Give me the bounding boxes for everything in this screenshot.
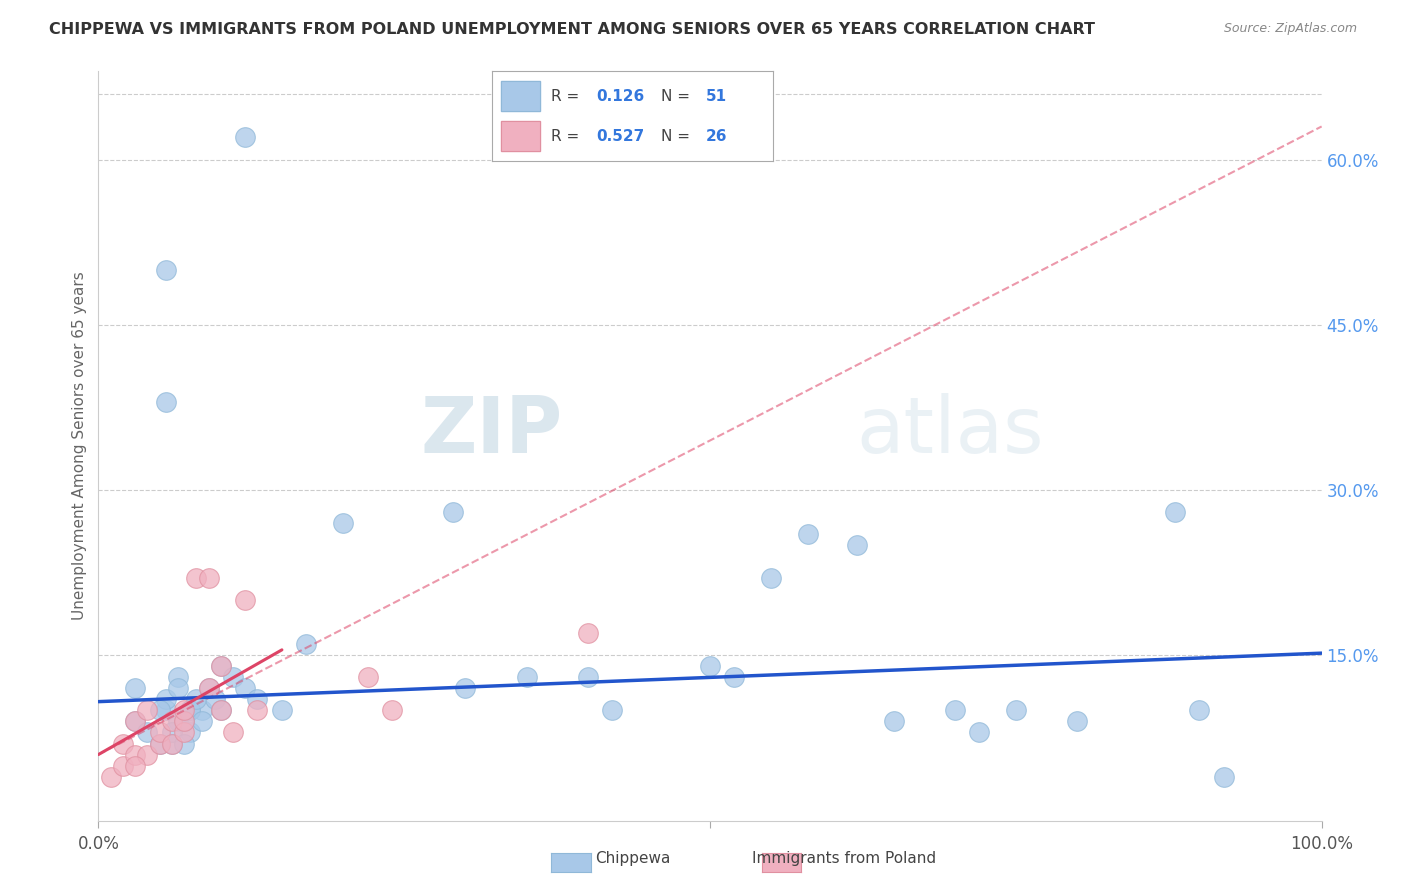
Point <box>186 571 208 585</box>
Point <box>124 714 146 729</box>
Point <box>155 262 177 277</box>
Point <box>149 737 172 751</box>
Y-axis label: Unemployment Among Seniors over 65 years: Unemployment Among Seniors over 65 years <box>72 272 87 620</box>
Point <box>222 725 245 739</box>
Point <box>160 714 183 729</box>
Point <box>246 703 269 717</box>
Point <box>699 659 721 673</box>
Point <box>576 626 599 640</box>
Text: CHIPPEWA VS IMMIGRANTS FROM POLAND UNEMPLOYMENT AMONG SENIORS OVER 65 YEARS CORR: CHIPPEWA VS IMMIGRANTS FROM POLAND UNEMP… <box>49 22 1095 37</box>
Point <box>111 737 134 751</box>
Text: 0.527: 0.527 <box>596 129 644 144</box>
Point <box>160 737 183 751</box>
Point <box>186 692 208 706</box>
Text: atlas: atlas <box>856 393 1045 469</box>
Point <box>124 758 146 772</box>
Point <box>222 670 245 684</box>
Point <box>1164 505 1187 519</box>
Point <box>173 714 195 729</box>
Point <box>149 703 172 717</box>
Text: N =: N = <box>661 89 695 103</box>
Point <box>124 681 146 696</box>
Point <box>136 725 159 739</box>
Point <box>943 703 966 717</box>
Point <box>167 714 190 729</box>
Point <box>209 659 232 673</box>
Text: Source: ZipAtlas.com: Source: ZipAtlas.com <box>1223 22 1357 36</box>
Point <box>173 725 195 739</box>
Text: 26: 26 <box>706 129 727 144</box>
Bar <box>501 81 540 111</box>
Point <box>155 703 177 717</box>
Point <box>149 725 172 739</box>
Point <box>197 681 219 696</box>
Point <box>295 637 318 651</box>
Point <box>515 670 537 684</box>
Bar <box>501 81 540 111</box>
Point <box>204 692 226 706</box>
Point <box>246 692 269 706</box>
Point <box>191 714 214 729</box>
Point <box>233 593 256 607</box>
Point <box>600 703 623 717</box>
Point <box>1066 714 1088 729</box>
Bar <box>501 121 540 151</box>
Point <box>454 681 477 696</box>
Point <box>124 747 146 762</box>
Point <box>209 703 232 717</box>
Point <box>381 703 404 717</box>
Point <box>723 670 745 684</box>
Point <box>136 703 159 717</box>
Point <box>332 516 354 530</box>
Text: R =: R = <box>551 89 585 103</box>
Point <box>173 703 195 717</box>
Text: ZIP: ZIP <box>420 393 564 469</box>
Point <box>356 670 378 684</box>
Point <box>124 714 146 729</box>
Point <box>100 770 122 784</box>
Point <box>441 505 464 519</box>
Point <box>179 703 201 717</box>
Point <box>197 571 219 585</box>
Point <box>167 681 190 696</box>
Text: Chippewa: Chippewa <box>595 851 671 865</box>
Point <box>173 714 195 729</box>
Point <box>209 659 232 673</box>
Text: Immigrants from Poland: Immigrants from Poland <box>752 851 935 865</box>
Point <box>883 714 905 729</box>
Point <box>233 681 256 696</box>
Point <box>209 703 232 717</box>
Point <box>191 703 214 717</box>
Bar <box>501 121 540 151</box>
Point <box>155 692 177 706</box>
Point <box>1212 770 1234 784</box>
Point <box>179 703 201 717</box>
Text: 51: 51 <box>706 89 727 103</box>
Point <box>845 538 868 552</box>
Point <box>136 747 159 762</box>
Point <box>155 395 177 409</box>
Point <box>270 703 294 717</box>
Text: R =: R = <box>551 129 585 144</box>
Point <box>167 670 190 684</box>
Point <box>149 737 172 751</box>
Text: 0.126: 0.126 <box>596 89 644 103</box>
Point <box>233 130 256 145</box>
Point <box>1188 703 1211 717</box>
Point <box>173 737 195 751</box>
Point <box>576 670 599 684</box>
Point <box>197 681 219 696</box>
Point <box>1004 703 1026 717</box>
Point <box>160 737 183 751</box>
Point <box>967 725 990 739</box>
Point <box>160 725 183 739</box>
Point <box>797 527 820 541</box>
Point <box>111 758 134 772</box>
Point <box>761 571 783 585</box>
Point <box>179 725 201 739</box>
Text: N =: N = <box>661 129 695 144</box>
